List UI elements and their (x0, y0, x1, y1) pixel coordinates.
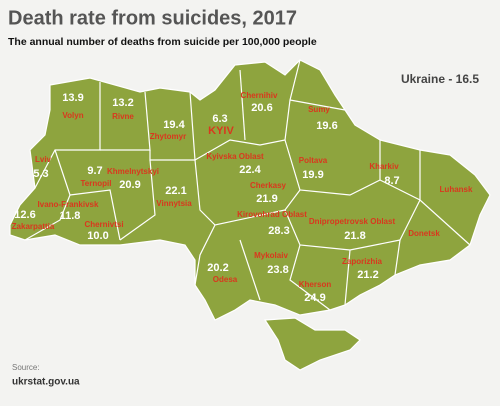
region-value: 22.4 (239, 164, 261, 176)
region-name: Mykolaiv (254, 251, 288, 260)
region-value: 21.2 (357, 269, 378, 281)
region-name: Kyivska Oblast (206, 152, 264, 161)
region-value: 20.9 (119, 179, 140, 191)
region-name: Kherson (299, 280, 332, 289)
region-value: 11.8 (60, 210, 81, 222)
region-value: 13.2 (112, 97, 133, 109)
title: Death rate from suicides, 2017 (8, 7, 297, 29)
region-value: 21.8 (344, 230, 365, 242)
region-name: Zhytomyr (150, 132, 186, 141)
region-value: 8.7 (384, 175, 399, 187)
region-name: Volyn (62, 111, 83, 120)
region-name: Lviv (35, 155, 52, 164)
region-name: Chernivtsi (84, 220, 123, 229)
region-name: Rivne (112, 112, 134, 121)
region-name: Luhansk (440, 185, 473, 194)
region-name: Ternopil (81, 179, 112, 188)
region-value: 5.3 (33, 168, 48, 180)
region-value: 22.1 (165, 185, 186, 197)
region-value: 19.9 (302, 169, 323, 181)
region-value: 28.3 (268, 225, 289, 237)
region-name: Zakarpattia (12, 222, 55, 231)
region-name: Poltava (299, 156, 328, 165)
region-value: 9.7 (87, 165, 102, 177)
region-value: 19.6 (316, 120, 337, 132)
region-name: Vinnytsia (156, 199, 192, 208)
region-name: KYIV (208, 125, 234, 137)
national-rate: Ukraine - 16.5 (401, 72, 479, 86)
region-value: 24.9 (304, 292, 325, 304)
region-name: Zaporizhia (342, 257, 383, 266)
region-value: 19.4 (163, 119, 185, 131)
region-value: 21.9 (256, 193, 277, 205)
region-value: 13.9 (62, 92, 83, 104)
region-name: Kirovohrad Oblast (237, 210, 307, 219)
source-url: ukrstat.gov.ua (12, 377, 80, 388)
region-name: Dnipropetrovsk Oblast (309, 217, 396, 226)
ukraine-shape (9, 59, 491, 371)
region-name: Chernihiv (241, 91, 278, 100)
region-value: 6.3 (212, 113, 227, 125)
region-name: Ivano-Frankivsk (38, 200, 99, 209)
subtitle: The annual number of deaths from suicide… (8, 36, 317, 48)
region-name: Kharkiv (369, 162, 399, 171)
region-name: Khmelnytskyi (107, 167, 159, 176)
region-value: 10.0 (87, 230, 108, 242)
region-name: Odesa (213, 275, 238, 284)
region-value: 23.8 (267, 264, 288, 276)
region-name: Sumy (308, 105, 330, 114)
region-value: 12.6 (14, 209, 35, 221)
region-borders (24, 59, 471, 311)
region-value: 20.2 (207, 262, 228, 274)
region-name: Donetsk (408, 229, 440, 238)
region-value: 20.6 (251, 102, 272, 114)
region-name: Cherkasy (250, 181, 287, 190)
source-label: Source: (12, 363, 40, 372)
